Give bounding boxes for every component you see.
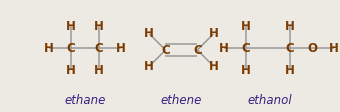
Text: H: H bbox=[241, 64, 251, 76]
Text: ethanol: ethanol bbox=[248, 94, 292, 107]
Text: H: H bbox=[66, 64, 76, 76]
Text: H: H bbox=[94, 64, 104, 76]
Text: H: H bbox=[66, 19, 76, 32]
Text: H: H bbox=[209, 60, 219, 73]
Text: H: H bbox=[44, 42, 54, 55]
Text: H: H bbox=[329, 42, 339, 55]
Text: ethene: ethene bbox=[161, 94, 202, 107]
Text: C: C bbox=[161, 43, 170, 56]
Text: H: H bbox=[144, 27, 154, 40]
Text: H: H bbox=[241, 19, 251, 32]
Text: H: H bbox=[285, 64, 295, 76]
Text: C: C bbox=[94, 42, 103, 55]
Text: C: C bbox=[286, 42, 294, 55]
Text: C: C bbox=[193, 43, 202, 56]
Text: C: C bbox=[66, 42, 75, 55]
Text: C: C bbox=[242, 42, 251, 55]
Text: O: O bbox=[307, 42, 317, 55]
Text: H: H bbox=[116, 42, 125, 55]
Text: H: H bbox=[144, 60, 154, 73]
Text: H: H bbox=[94, 19, 104, 32]
Text: H: H bbox=[209, 27, 219, 40]
Text: H: H bbox=[219, 42, 229, 55]
Text: H: H bbox=[285, 19, 295, 32]
Text: ethane: ethane bbox=[64, 94, 105, 107]
